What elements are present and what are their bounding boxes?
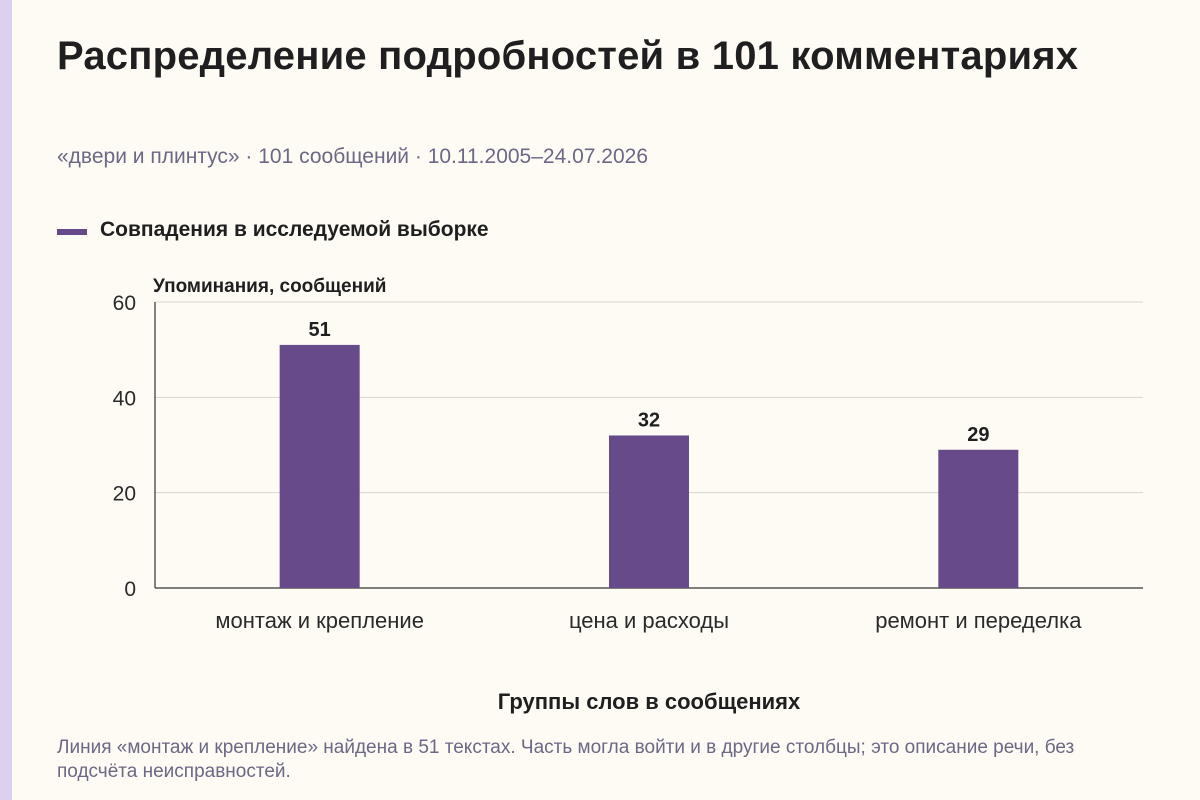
y-axis-label: Упоминания, сообщений — [153, 276, 386, 297]
y-tick-label: 0 — [124, 578, 136, 601]
y-tick-label: 40 — [113, 387, 136, 410]
y-tick-label: 20 — [113, 483, 136, 506]
bar-chart: 0 20 40 60 Упоминания, сообщений 51 монтаж и к… — [113, 276, 1143, 714]
legend: Совпадения в исследуемой выборке — [57, 218, 489, 242]
left-accent-strip — [0, 0, 12, 800]
x-tick-label: ремонт и переделка — [875, 608, 1082, 633]
bar-value-label: 51 — [309, 319, 331, 341]
footnote: Линия «монтаж и крепление» найдена в 51 … — [57, 737, 1075, 782]
x-tick-label: цена и расходы — [569, 608, 729, 633]
legend-swatch — [57, 229, 87, 235]
bar-value-label: 32 — [638, 409, 660, 431]
legend-label: Совпадения в исследуемой выборке — [100, 218, 489, 241]
x-axis-label: Группы слов в сообщениях — [498, 689, 801, 714]
bar — [938, 449, 1019, 588]
chart-title: Распределение подробностей в 101 коммент… — [57, 34, 1079, 78]
chart-subtitle: «двери и плинтус» · 101 сообщений · 10.1… — [57, 145, 649, 168]
bar — [279, 344, 360, 588]
x-tick-label: монтаж и крепление — [215, 608, 424, 633]
bar — [609, 435, 689, 588]
bar-value-label: 29 — [967, 424, 989, 446]
y-tick-label: 60 — [113, 292, 136, 315]
